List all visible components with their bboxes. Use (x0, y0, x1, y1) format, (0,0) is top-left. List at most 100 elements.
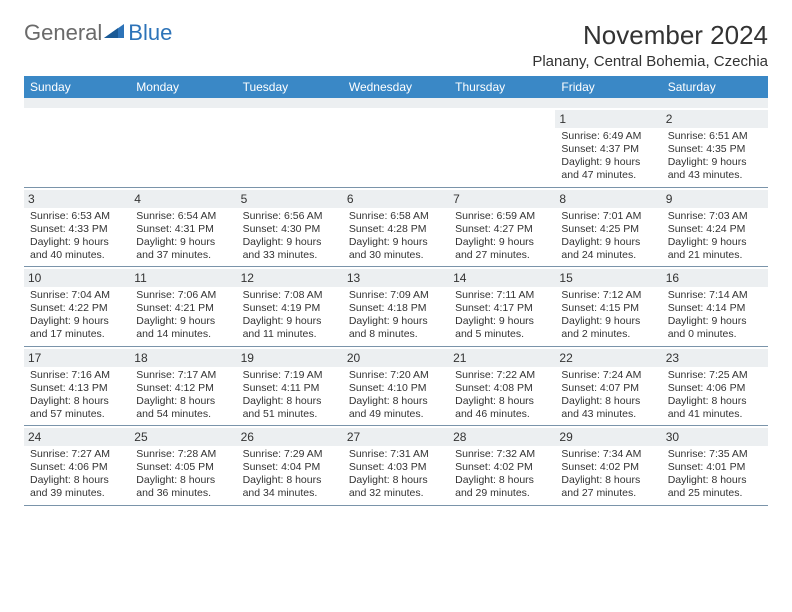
day-number: 18 (130, 349, 236, 367)
week-row: 17Sunrise: 7:16 AMSunset: 4:13 PMDayligh… (24, 347, 768, 427)
day-cell: . (24, 108, 130, 187)
day-number: 13 (343, 269, 449, 287)
info-line: Sunrise: 6:54 AM (136, 210, 230, 223)
info-line: Sunset: 4:27 PM (455, 223, 549, 236)
day-cell: 24 Sunrise: 7:27 AMSunset: 4:06 PMDayligh… (24, 426, 130, 505)
day-info: Sunrise: 7:35 AMSunset: 4:01 PMDaylight:… (668, 448, 762, 501)
info-line: Daylight: 8 hours (30, 474, 124, 487)
info-line: Sunset: 4:03 PM (349, 461, 443, 474)
info-line: and 36 minutes. (136, 487, 230, 500)
info-line: Daylight: 9 hours (455, 315, 549, 328)
info-line: Daylight: 8 hours (561, 474, 655, 487)
info-line: Sunset: 4:24 PM (668, 223, 762, 236)
day-header-tue: Tuesday (237, 76, 343, 98)
info-line: Sunset: 4:05 PM (136, 461, 230, 474)
day-info: Sunrise: 7:16 AMSunset: 4:13 PMDaylight:… (30, 369, 124, 422)
info-line: and 41 minutes. (668, 408, 762, 421)
info-line: Daylight: 9 hours (30, 236, 124, 249)
day-cell: 6Sunrise: 6:58 AMSunset: 4:28 PMDaylight… (343, 188, 449, 267)
day-cell: . (237, 108, 343, 187)
info-line: and 21 minutes. (668, 249, 762, 262)
day-cell: 4Sunrise: 6:54 AMSunset: 4:31 PMDaylight… (130, 188, 236, 267)
info-line: Sunset: 4:07 PM (561, 382, 655, 395)
day-cell: 5Sunrise: 6:56 AMSunset: 4:30 PMDaylight… (237, 188, 343, 267)
info-line: Sunrise: 7:09 AM (349, 289, 443, 302)
info-line: and 2 minutes. (561, 328, 655, 341)
info-line: Sunrise: 7:27 AM (30, 448, 124, 461)
day-cell: 17Sunrise: 7:16 AMSunset: 4:13 PMDayligh… (24, 347, 130, 426)
info-line: and 34 minutes. (243, 487, 337, 500)
info-line: Sunset: 4:08 PM (455, 382, 549, 395)
week-row: .....1Sunrise: 6:49 AMSunset: 4:37 PMDay… (24, 108, 768, 188)
day-info: Sunrise: 7:09 AMSunset: 4:18 PMDaylight:… (349, 289, 443, 342)
day-info: Sunrise: 7:34 AMSunset: 4:02 PMDaylight:… (561, 448, 655, 501)
info-line: Sunset: 4:33 PM (30, 223, 124, 236)
day-info: Sunrise: 7:27 AMSunset: 4:06 PMDaylight:… (30, 448, 124, 501)
info-line: Sunrise: 6:49 AM (561, 130, 655, 143)
day-cell: 22Sunrise: 7:24 AMSunset: 4:07 PMDayligh… (555, 347, 661, 426)
day-number: 11 (130, 269, 236, 287)
info-line: Sunset: 4:12 PM (136, 382, 230, 395)
day-info: Sunrise: 6:53 AMSunset: 4:33 PMDaylight:… (30, 210, 124, 263)
info-line: Sunset: 4:11 PM (243, 382, 337, 395)
logo: General Blue (24, 20, 172, 46)
calendar: Sunday Monday Tuesday Wednesday Thursday… (24, 76, 768, 506)
day-number: 25 (130, 428, 236, 446)
info-line: Daylight: 9 hours (561, 315, 655, 328)
day-cell: 27Sunrise: 7:31 AMSunset: 4:03 PMDayligh… (343, 426, 449, 505)
info-line: Sunrise: 7:32 AM (455, 448, 549, 461)
day-info: Sunrise: 7:20 AMSunset: 4:10 PMDaylight:… (349, 369, 443, 422)
info-line: Sunrise: 6:51 AM (668, 130, 762, 143)
day-number: 3 (24, 190, 130, 208)
day-number: 24 (24, 428, 130, 446)
info-line: Sunrise: 7:16 AM (30, 369, 124, 382)
day-number: 7 (449, 190, 555, 208)
info-line: and 46 minutes. (455, 408, 549, 421)
day-cell: 25Sunrise: 7:28 AMSunset: 4:05 PMDayligh… (130, 426, 236, 505)
info-line: Daylight: 8 hours (136, 395, 230, 408)
day-info: Sunrise: 7:12 AMSunset: 4:15 PMDaylight:… (561, 289, 655, 342)
day-info: Sunrise: 7:14 AMSunset: 4:14 PMDaylight:… (668, 289, 762, 342)
info-line: Sunset: 4:06 PM (30, 461, 124, 474)
day-info: Sunrise: 7:08 AMSunset: 4:19 PMDaylight:… (243, 289, 337, 342)
info-line: Sunset: 4:31 PM (136, 223, 230, 236)
info-line: Daylight: 9 hours (561, 156, 655, 169)
info-line: Sunrise: 7:29 AM (243, 448, 337, 461)
day-cell: . (343, 108, 449, 187)
day-number: 19 (237, 349, 343, 367)
day-header-sat: Saturday (662, 76, 768, 98)
spacer-row (24, 98, 768, 108)
day-info: Sunrise: 7:32 AMSunset: 4:02 PMDaylight:… (455, 448, 549, 501)
info-line: Sunrise: 6:56 AM (243, 210, 337, 223)
logo-text-blue: Blue (128, 20, 172, 46)
day-number: 27 (343, 428, 449, 446)
day-cell: 23Sunrise: 7:25 AMSunset: 4:06 PMDayligh… (662, 347, 768, 426)
info-line: and 24 minutes. (561, 249, 655, 262)
day-info: Sunrise: 6:59 AMSunset: 4:27 PMDaylight:… (455, 210, 549, 263)
info-line: and 27 minutes. (455, 249, 549, 262)
day-info: Sunrise: 7:24 AMSunset: 4:07 PMDaylight:… (561, 369, 655, 422)
day-cell: 7 Sunrise: 6:59 AMSunset: 4:27 PMDaylight… (449, 188, 555, 267)
day-cell: 15Sunrise: 7:12 AMSunset: 4:15 PMDayligh… (555, 267, 661, 346)
info-line: Daylight: 9 hours (243, 315, 337, 328)
day-cell: 21Sunrise: 7:22 AMSunset: 4:08 PMDayligh… (449, 347, 555, 426)
day-number: 20 (343, 349, 449, 367)
day-info: Sunrise: 6:49 AMSunset: 4:37 PMDaylight:… (561, 130, 655, 183)
info-line: and 54 minutes. (136, 408, 230, 421)
location: Planany, Central Bohemia, Czechia (532, 53, 768, 70)
info-line: Sunset: 4:10 PM (349, 382, 443, 395)
day-info: Sunrise: 7:01 AMSunset: 4:25 PMDaylight:… (561, 210, 655, 263)
info-line: and 47 minutes. (561, 169, 655, 182)
info-line: and 43 minutes. (561, 408, 655, 421)
info-line: Sunset: 4:04 PM (243, 461, 337, 474)
day-cell: 3 Sunrise: 6:53 AMSunset: 4:33 PMDaylight… (24, 188, 130, 267)
week-row: 10Sunrise: 7:04 AMSunset: 4:22 PMDayligh… (24, 267, 768, 347)
day-info: Sunrise: 6:51 AMSunset: 4:35 PMDaylight:… (668, 130, 762, 183)
day-info: Sunrise: 7:11 AMSunset: 4:17 PMDaylight:… (455, 289, 549, 342)
info-line: and 57 minutes. (30, 408, 124, 421)
info-line: Sunrise: 7:22 AM (455, 369, 549, 382)
day-cell: 13 Sunrise: 7:09 AMSunset: 4:18 PMDayligh… (343, 267, 449, 346)
day-info: Sunrise: 6:58 AMSunset: 4:28 PMDaylight:… (349, 210, 443, 263)
info-line: Daylight: 9 hours (455, 236, 549, 249)
info-line: Sunrise: 7:01 AM (561, 210, 655, 223)
